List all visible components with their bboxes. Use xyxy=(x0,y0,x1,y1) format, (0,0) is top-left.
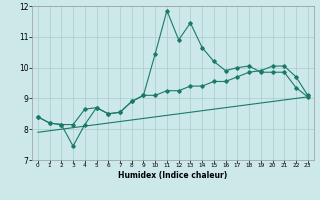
X-axis label: Humidex (Indice chaleur): Humidex (Indice chaleur) xyxy=(118,171,228,180)
